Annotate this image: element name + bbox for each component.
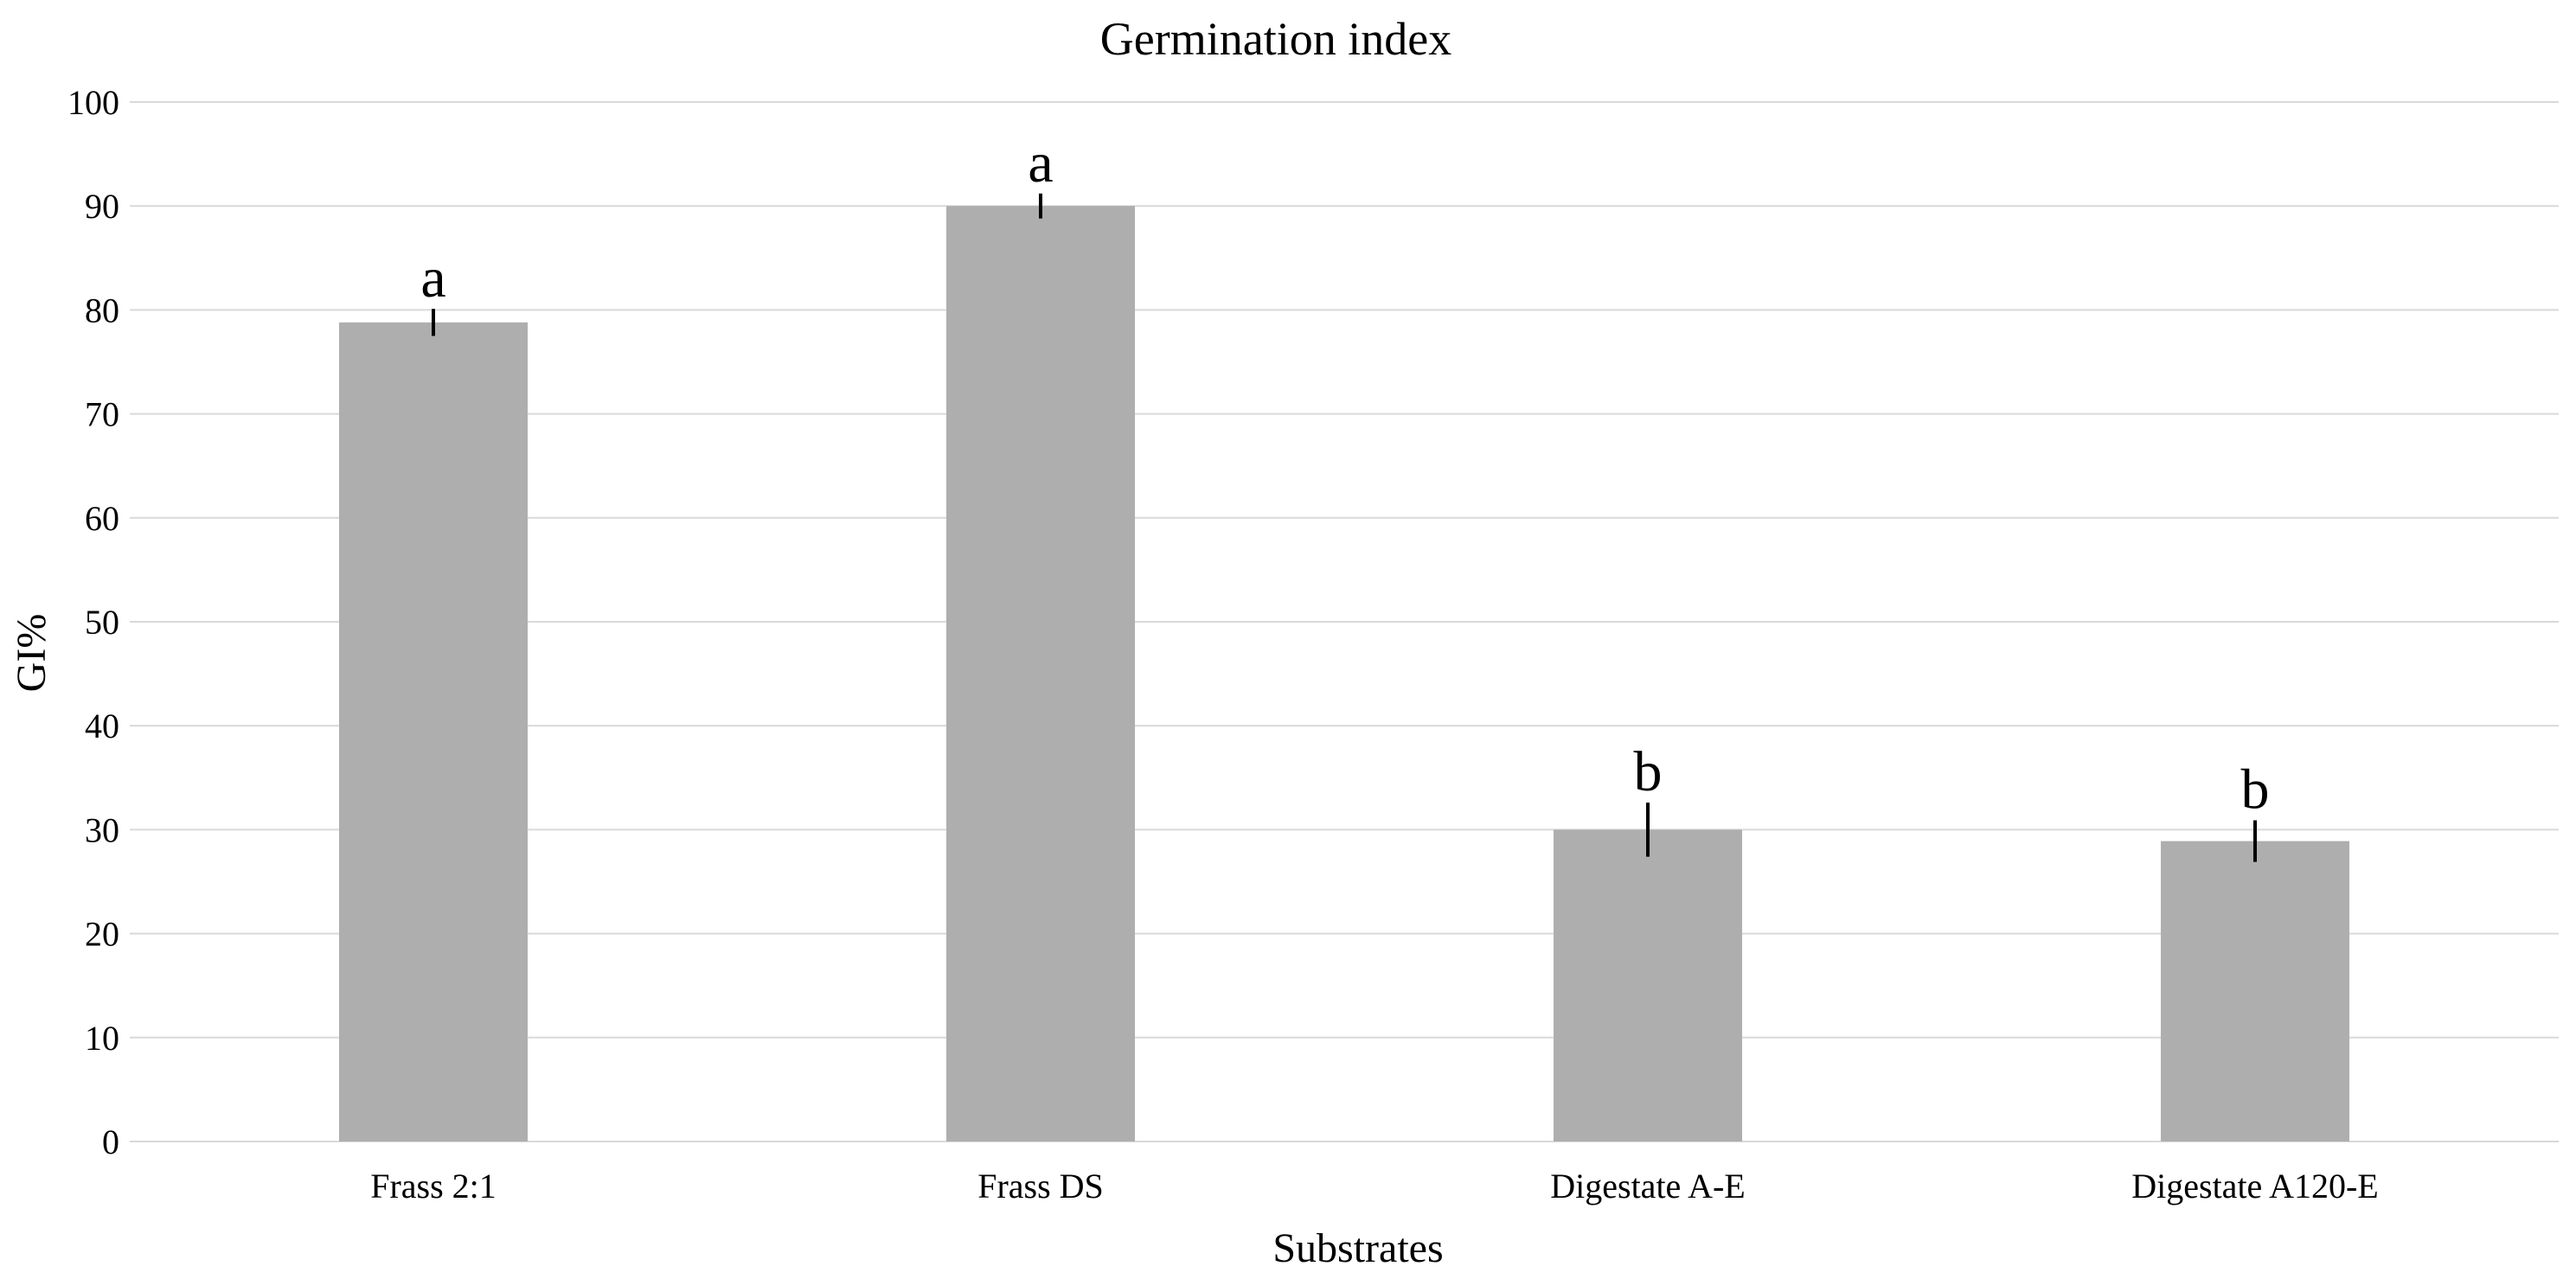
significance-letter-0: a (420, 246, 445, 310)
y-tick-label: 30 (85, 810, 119, 849)
bar-0 (339, 322, 528, 1142)
y-tick-label: 60 (85, 499, 119, 538)
bars (339, 206, 2349, 1142)
error-bars (432, 193, 2257, 862)
y-axis-ticks: 0 10 20 30 40 50 60 70 80 90 100 (67, 83, 119, 1161)
y-tick-label: 20 (85, 915, 119, 954)
significance-letter-1: a (1028, 131, 1053, 195)
y-tick-label: 80 (85, 291, 119, 329)
y-tick-label: 50 (85, 603, 119, 642)
significance-letter-2: b (1634, 740, 1663, 803)
y-tick-label: 40 (85, 707, 119, 745)
y-axis-title: GI% (9, 614, 54, 693)
bar-3 (2161, 841, 2349, 1142)
category-label-2: Digestate A-E (1550, 1167, 1746, 1205)
category-label-3: Digestate A120-E (2131, 1167, 2379, 1205)
category-label-1: Frass DS (977, 1167, 1104, 1205)
category-label-0: Frass 2:1 (370, 1167, 497, 1205)
gridlines (130, 101, 2559, 1142)
x-axis-categories: Frass 2:1 Frass DS Digestate A-E Digestate … (370, 1167, 2379, 1205)
y-tick-label: 10 (85, 1019, 119, 1058)
significance-letter-3: b (2241, 758, 2270, 822)
significance-letters: a a b b (420, 131, 2269, 822)
y-tick-label: 70 (85, 395, 119, 434)
y-tick-label: 100 (67, 83, 119, 122)
bar-1 (946, 206, 1135, 1142)
chart-title: Germination index (1100, 13, 1451, 65)
bar-2 (1554, 829, 1742, 1142)
y-tick-label: 90 (85, 187, 119, 226)
x-axis-title: Substrates (1272, 1225, 1443, 1271)
y-tick-label: 0 (102, 1122, 119, 1161)
